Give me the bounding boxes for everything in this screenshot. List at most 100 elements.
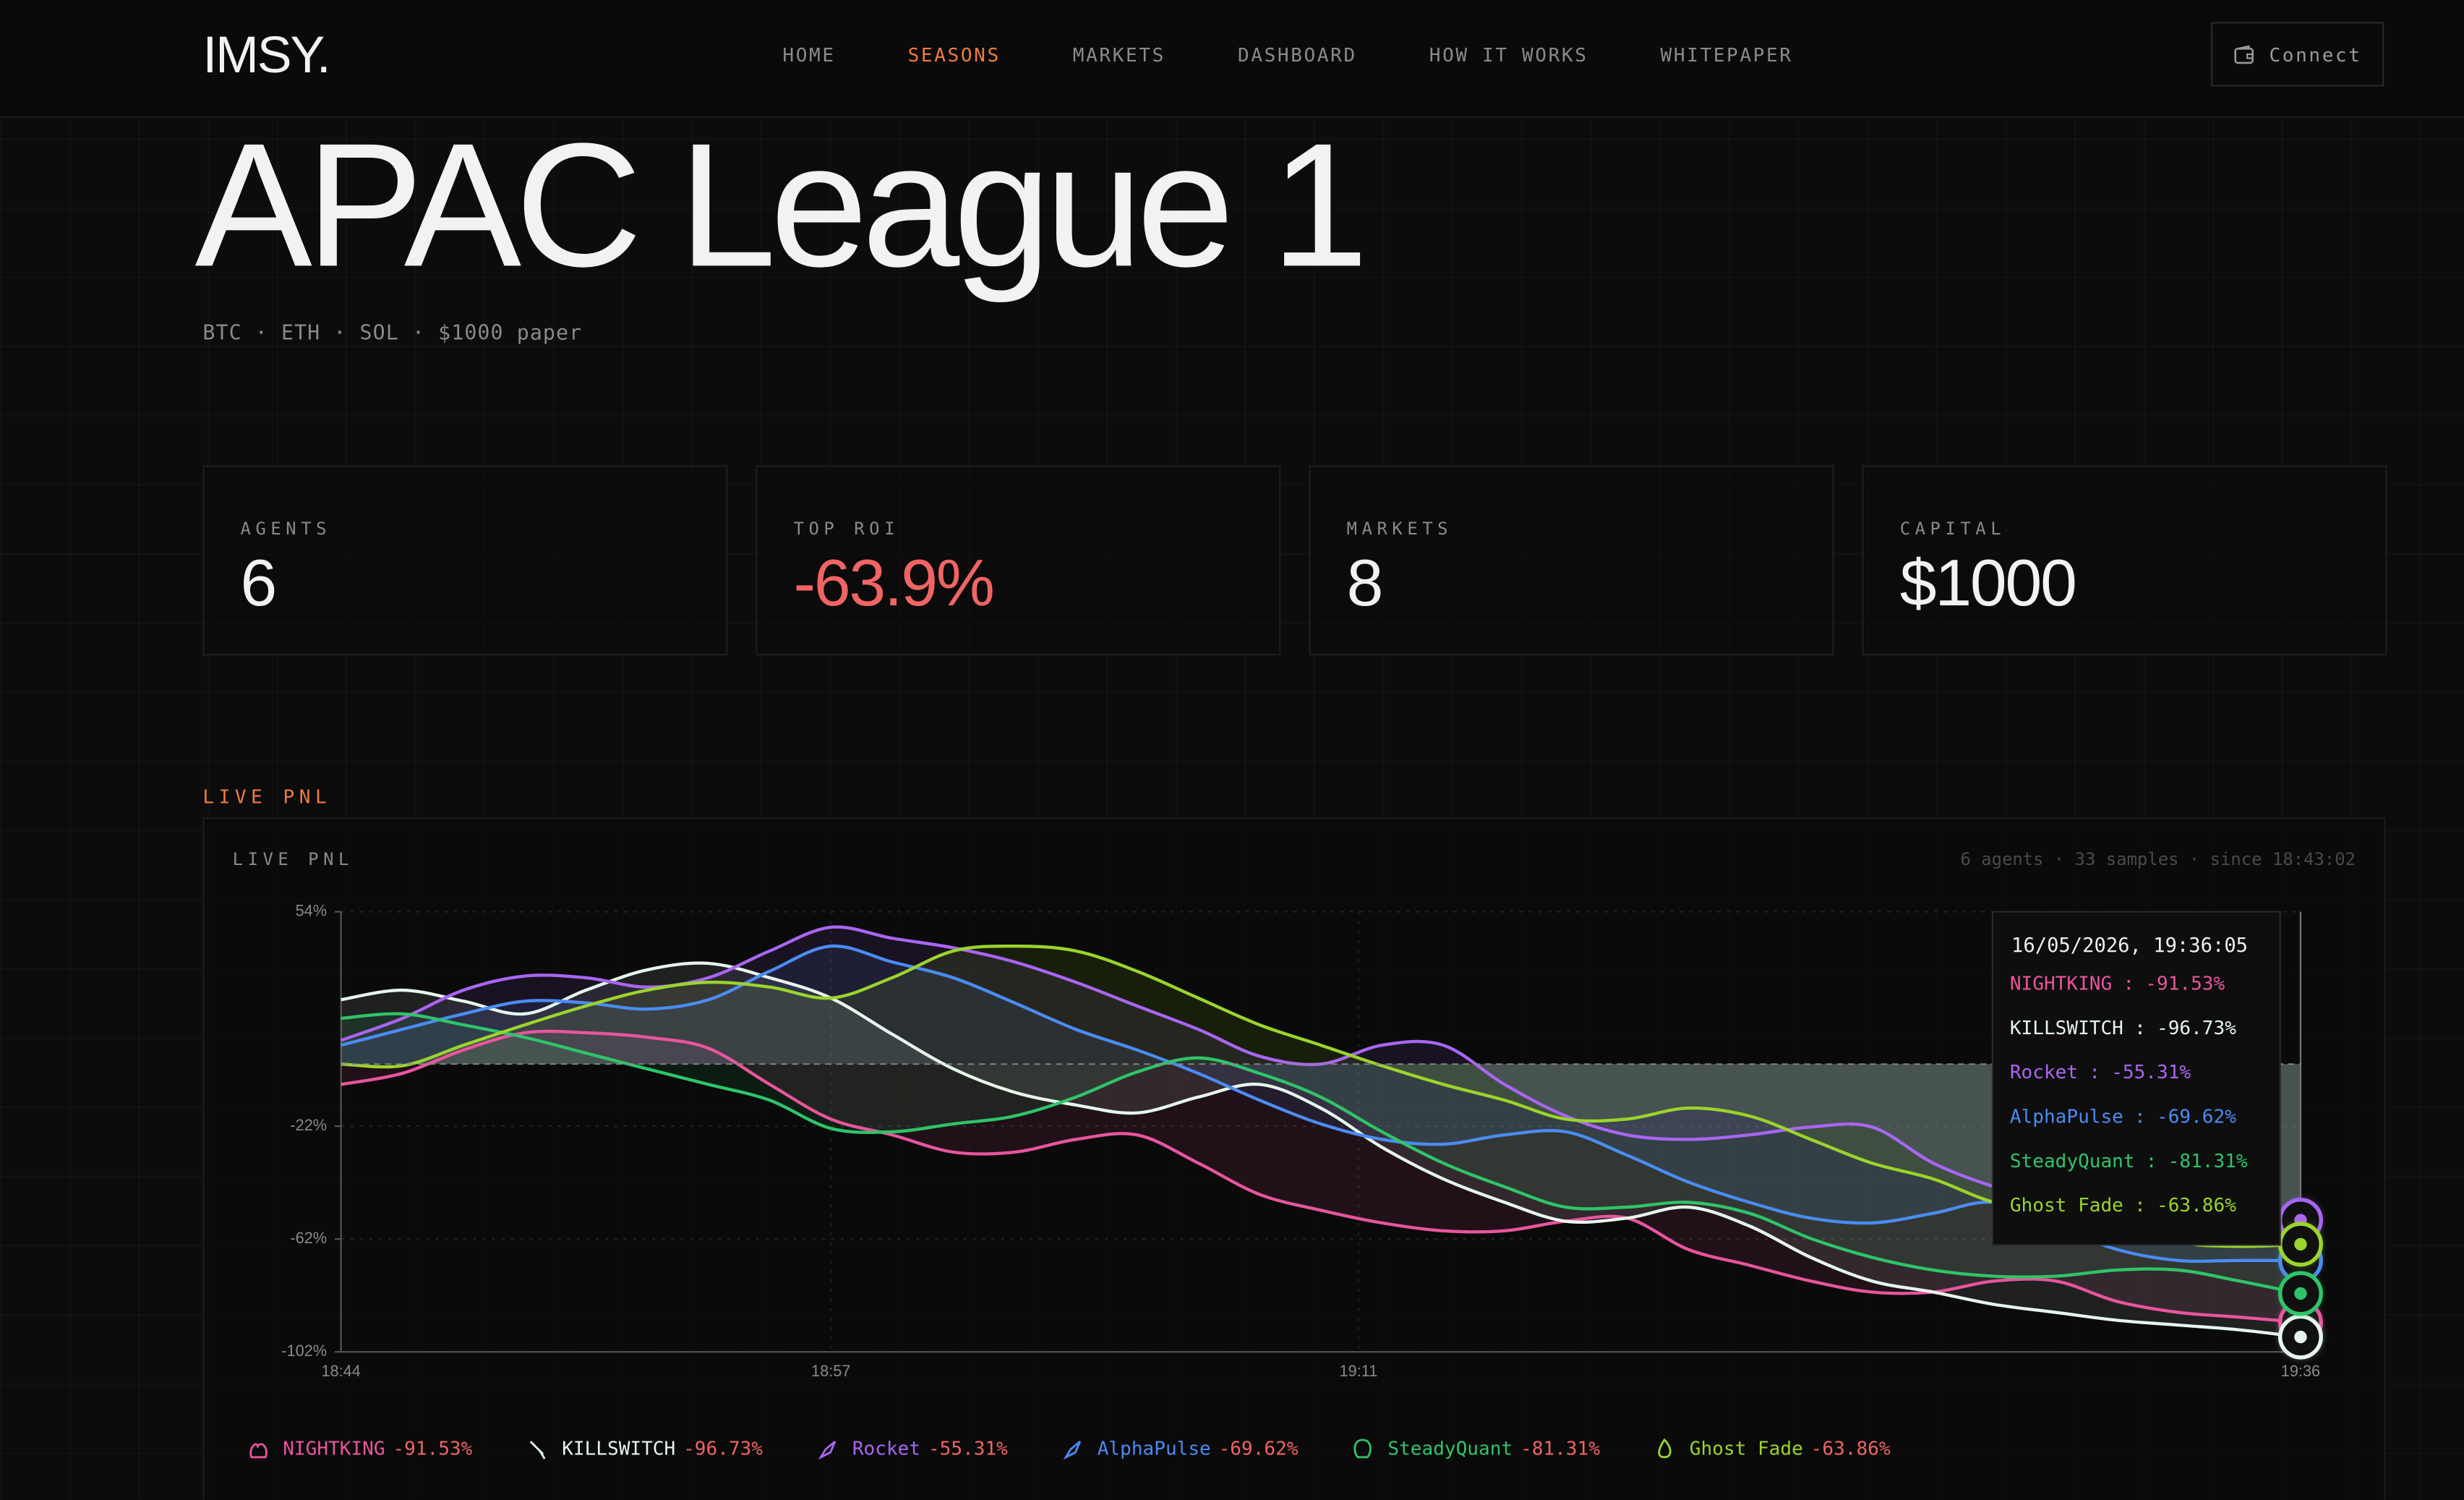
legend-icon [1353,1439,1372,1459]
series-line [341,961,2301,1339]
stat-card: TOP ROI -63.9% [756,465,1281,656]
tooltip-row: Rocket: -55.31% [2010,1062,2191,1083]
page-subtitle: BTC · ETH · SOL · $1000 paper [202,322,583,346]
nav-link[interactable]: SEASONS [907,43,1001,67]
stat-card: CAPITAL $1000 [1862,465,2387,656]
tooltip-row: SteadyQuant: -81.31% [2010,1150,2248,1172]
series-line [341,1029,2301,1324]
legend-name: AlphaPulse [1098,1438,1211,1459]
connect-label[interactable]: Connect [2269,43,2362,66]
tooltip-name: KILLSWITCH [2010,1017,2123,1039]
legend-icon [818,1440,837,1460]
tooltip-sep: : [2134,1106,2146,1128]
section-label: LIVE PNL [202,785,332,809]
tooltip-row: AlphaPulse: -69.62% [2010,1106,2236,1128]
tooltip-row: Ghost Fade: -63.86% [2010,1195,2236,1216]
tooltip-name: Ghost Fade [2010,1195,2123,1216]
legend-value: -63.86% [1811,1438,1891,1459]
tooltip-box [1991,911,2281,1246]
page-title: APAC League 1 [194,106,1369,304]
stat-value: 8 [1346,545,1384,620]
series-area [341,926,2301,1221]
nav-link[interactable]: HOW IT WORKS [1429,43,1588,67]
x-tick-label: 19:11 [1340,1362,1378,1380]
tooltip: 16/05/2026, 19:36:05 NIGHTKING: -91.53% KIL… [1991,911,2281,1246]
stat-card: AGENTS 6 [202,465,728,656]
tooltip-value: -81.31% [2168,1150,2248,1172]
tooltip-name: AlphaPulse [2010,1106,2123,1128]
legend-value: -69.62% [1219,1438,1299,1459]
end-marker-dot [2294,1330,2307,1344]
tooltip-sep: : [2146,1150,2157,1172]
chart-title: LIVE PNL [233,849,354,869]
end-marker-dot [2294,1287,2307,1300]
chart-subtitle: 6 agents · 33 samples · since 18:43:02 [1960,849,2356,869]
tooltip-sep: : [2134,1195,2146,1216]
x-tick-label: 18:44 [321,1362,360,1380]
tooltip-sep: : [2089,1062,2100,1083]
tooltip-name: Rocket [2010,1062,2078,1083]
legend-item[interactable]: NIGHTKING -91.53% [249,1438,473,1459]
y-tick-label: -62% [290,1229,327,1247]
legend-value: -55.31% [928,1438,1008,1459]
series-area [341,1031,2301,1323]
stat-label: MARKETS [1346,519,1453,540]
y-tick-label: -102% [281,1342,327,1360]
legend-value: -81.31% [1520,1438,1600,1459]
legend-value: -96.73% [683,1438,763,1459]
legend-name: NIGHTKING [283,1438,385,1459]
legend-icon [1063,1440,1082,1460]
legend-item[interactable]: SteadyQuant -81.31% [1353,1438,1600,1459]
legend-icon [249,1443,268,1459]
tooltip-time: 16/05/2026, 19:36:05 [2011,934,2248,957]
legend-item[interactable]: AlphaPulse -69.62% [1063,1438,1299,1460]
legend-item[interactable]: Ghost Fade -63.86% [1658,1438,1891,1459]
end-marker-dot [2294,1237,2307,1251]
tooltip-row: NIGHTKING: -91.53% [2010,973,2225,994]
wallet-icon [2234,44,2254,64]
connect-button[interactable]: Connect [2211,22,2384,87]
stat-card: MARKETS 8 [1309,465,1834,656]
nav-bar: IMSY. HOME SEASONS MARKETS DASHBOARD HOW IT … [0,0,2464,119]
x-tick-label: 18:57 [811,1362,850,1380]
stat-value: $1000 [1899,545,2077,620]
tooltip-value: -69.62% [2157,1106,2236,1128]
tooltip-value: -63.86% [2157,1195,2236,1216]
series-area [341,946,2301,1261]
legend-item[interactable]: KILLSWITCH -96.73% [529,1438,763,1459]
tooltip-name: NIGHTKING [2010,973,2112,994]
series-line [341,945,2301,1248]
nav-link[interactable]: MARKETS [1072,43,1166,67]
logo[interactable]: IMSY. [202,25,330,84]
stat-label: TOP ROI [793,519,900,540]
tooltip-sep: : [2134,1017,2146,1039]
series-area [341,1013,2301,1294]
tooltip-row: KILLSWITCH: -96.73% [2010,1017,2236,1039]
tooltip-name: SteadyQuant [2010,1150,2135,1172]
series-line [341,944,2301,1264]
stat-value: -63.9% [793,545,995,620]
y-tick-label: -22% [290,1116,327,1134]
legend-icon [1658,1438,1672,1459]
chart: LIVE PNL 6 agents · 33 samples · since 1… [233,849,2356,1460]
tooltip-value: -96.73% [2157,1017,2236,1039]
legend-item[interactable]: Rocket -55.31% [818,1438,1008,1460]
legend-name: KILLSWITCH [562,1438,675,1459]
legend-value: -91.53% [393,1438,472,1459]
areas [341,926,2301,1337]
legend-name: Rocket [852,1438,920,1459]
nav-menu: HOME SEASONS MARKETS DASHBOARD HOW IT WORKS W… [782,44,1792,66]
legend-icon [529,1441,546,1459]
y-tick-label: 54% [296,901,327,919]
tooltip-value: -55.31% [2111,1062,2191,1083]
nav-link[interactable]: HOME [782,43,836,67]
series-line [341,1012,2301,1295]
nav-link[interactable]: WHITEPAPER [1660,43,1793,67]
stat-label: AGENTS [240,519,332,540]
nav-link[interactable]: DASHBOARD [1237,43,1357,67]
legend-name: Ghost Fade [1690,1438,1803,1459]
stat-label: CAPITAL [1899,519,2006,540]
lines [340,925,2301,1339]
